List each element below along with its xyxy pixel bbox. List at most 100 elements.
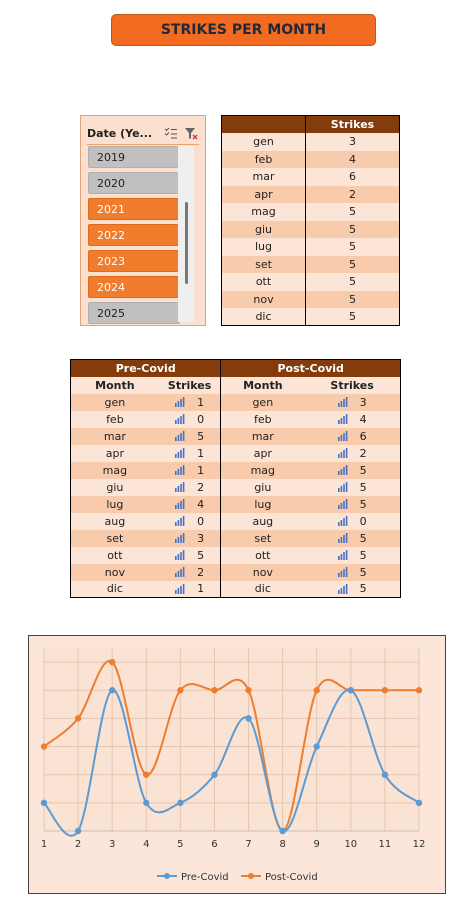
post-month-cell: nov [220,563,305,581]
strikes-cell: 5 [305,273,400,291]
x-tick-label: 5 [177,839,183,850]
post-strikes-value: 5 [359,497,367,511]
pre-strikes-cell: 3 [158,529,222,547]
slicer-scroll-thumb[interactable] [185,202,188,284]
pre-strikes-cell: 5 [158,546,222,564]
pre-strikes-cell: 4 [158,495,222,513]
table-row: mar 5 mar 6 [70,427,401,445]
data-point-pre-covid [74,827,82,835]
pre-strikes-value: 1 [197,463,205,477]
x-tick-label: 3 [109,839,115,850]
strikes-cell: 2 [305,185,400,203]
post-month-cell: set [220,529,305,547]
strikes-cell: 5 [305,255,400,273]
pre-month-cell: lug [70,495,159,513]
table-row: dic 1 dic 5 [70,580,401,598]
pre-strikes-value: 2 [197,565,205,579]
strikes-cell: 5 [305,308,400,326]
signal-bars-icon [175,533,185,543]
signal-bars-icon [175,516,185,526]
pre-strikes-value: 5 [197,429,205,443]
pre-month-cell: mar [70,427,159,445]
table-row: set 3 set 5 [70,529,401,547]
pre-strikes-cell: 1 [158,444,222,462]
data-point-pre-covid [347,687,355,694]
table-row: giu 5 [221,220,400,238]
legend-label: Post-Covid [265,872,318,883]
table-row: nov 5 [221,290,400,308]
data-point-post-covid [177,687,184,694]
pre-month-cell: set [70,529,159,547]
strikes-cell: 3 [305,133,400,151]
month-cell: gen [221,133,306,151]
col-strikes-post: Strikes [304,376,401,394]
pre-month-cell: giu [70,478,159,496]
slicer-item-2020[interactable]: 2020 [88,172,180,194]
clear-filter-icon[interactable] [183,126,199,140]
strikes-cell: 5 [305,203,400,221]
data-point-post-covid [211,687,218,694]
post-strikes-cell: 3 [304,393,401,411]
post-strikes-value: 5 [359,582,367,596]
slicer-item-2023[interactable]: 2023 [88,250,180,272]
legend-marker [164,873,170,879]
strikes-line-chart: 1 2 3 4 5 6 7 8 9 10 11 12 Pre-Covid Post-Covid [28,635,446,894]
month-cell: mag [221,203,306,221]
pre-strikes-value: 0 [197,514,205,528]
data-point-pre-covid [415,799,423,807]
table-header-blank [221,115,306,133]
title-button[interactable]: STRIKES PER MONTH [111,14,376,46]
pre-month-cell: aug [70,512,159,530]
pre-strikes-value: 2 [197,480,205,494]
post-strikes-cell: 5 [304,495,401,513]
post-month-cell: lug [220,495,305,513]
slicer-header: Date (Ye... [87,122,199,144]
x-tick-label: 10 [344,839,357,850]
pre-month-cell: gen [70,393,159,411]
table-row: giu 2 giu 5 [70,478,401,496]
pre-strikes-cell: 1 [158,393,222,411]
data-point-post-covid [313,687,320,694]
signal-bars-icon [337,414,347,424]
month-cell: apr [221,185,306,203]
post-strikes-cell: 2 [304,444,401,462]
month-cell: nov [221,290,306,308]
post-covid-header: Post-Covid [220,359,401,377]
multi-select-icon[interactable] [163,126,179,140]
slicer-item-2024[interactable]: 2024 [88,276,180,298]
pre-strikes-value: 3 [197,531,205,545]
post-strikes-cell: 0 [304,512,401,530]
post-strikes-cell: 6 [304,427,401,445]
pre-month-cell: dic [70,580,159,598]
post-strikes-value: 5 [359,531,367,545]
table-row: aug 0 aug 0 [70,512,401,530]
table-row: nov 2 nov 5 [70,563,401,581]
post-strikes-value: 0 [359,514,367,528]
post-month-cell: dic [220,580,305,598]
table-row: gen 3 [221,133,400,151]
pre-strikes-cell: 0 [158,410,222,428]
pre-strikes-cell: 2 [158,478,222,496]
legend-marker [248,873,254,879]
slicer-item-2021[interactable]: 2021 [88,198,180,220]
data-point-post-covid [381,687,389,694]
table-row: lug 4 lug 5 [70,495,401,513]
table-row: mag 5 [221,203,400,221]
col-month-pre: Month [70,376,159,394]
post-month-cell: ott [220,546,305,564]
slicer-item-2025[interactable]: 2025 [88,302,180,324]
pre-month-cell: nov [70,563,159,581]
signal-bars-icon [175,431,185,441]
month-cell: set [221,255,306,273]
strikes-cell: 6 [305,168,400,186]
post-strikes-value: 5 [359,565,367,579]
slicer-item-2022[interactable]: 2022 [88,224,180,246]
slicer-title: Date (Ye... [87,126,153,140]
pre-strikes-cell: 1 [158,580,222,598]
slicer-item-2019[interactable]: 2019 [88,146,180,168]
x-tick-label: 8 [279,839,285,850]
x-tick-label: 6 [211,839,217,850]
x-tick-label: 9 [314,839,320,850]
pre-month-cell: feb [70,410,159,428]
month-cell: giu [221,220,306,238]
